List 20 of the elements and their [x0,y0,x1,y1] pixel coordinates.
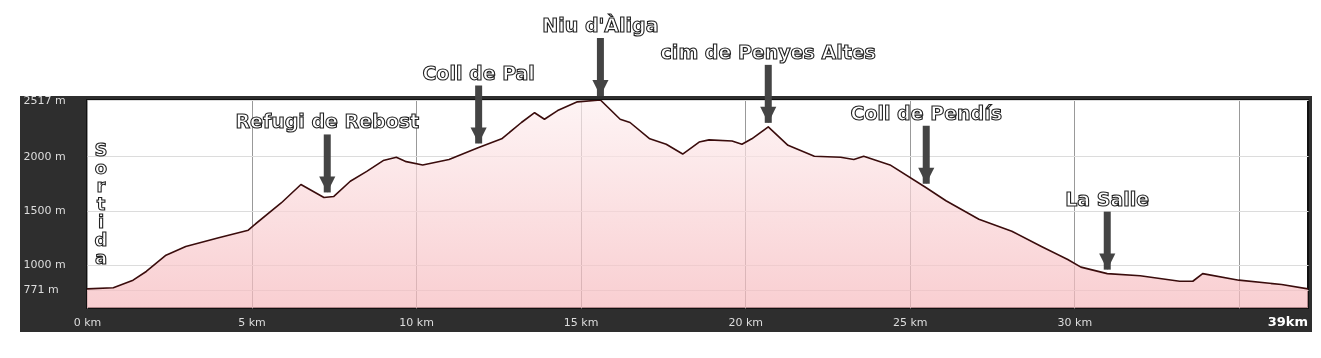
x-tick-label: 25 km [892,315,928,329]
y-tick-label: 2000 m [23,149,66,163]
y-tick-label: 771 m [23,283,59,297]
x-tick-label: 5 km [238,315,266,329]
x-tick-label: 10 km [399,315,434,329]
y-tick-label: 2517 m [23,93,66,107]
annotation: La Salle [1065,187,1150,210]
y-tick-label: 1000 m [23,258,66,272]
annotation: Sortida [94,139,108,268]
annotation: Coll de Pendís [850,101,1002,124]
annotation: Coll de Pal [422,61,535,84]
x-tick-label: 15 km [563,315,599,329]
annotation: Refugi de Rebost [235,110,420,133]
text: 39km [1267,314,1308,329]
x-tick-label: 0 km [73,315,102,329]
x-tick-label: 30 km [1057,315,1093,329]
annotation: cim de Penyes Altes [660,40,876,63]
annotation: Niu d'Àliga [542,14,659,36]
x-tick-label: 20 km [728,315,764,329]
y-tick-label: 1500 m [23,204,66,218]
